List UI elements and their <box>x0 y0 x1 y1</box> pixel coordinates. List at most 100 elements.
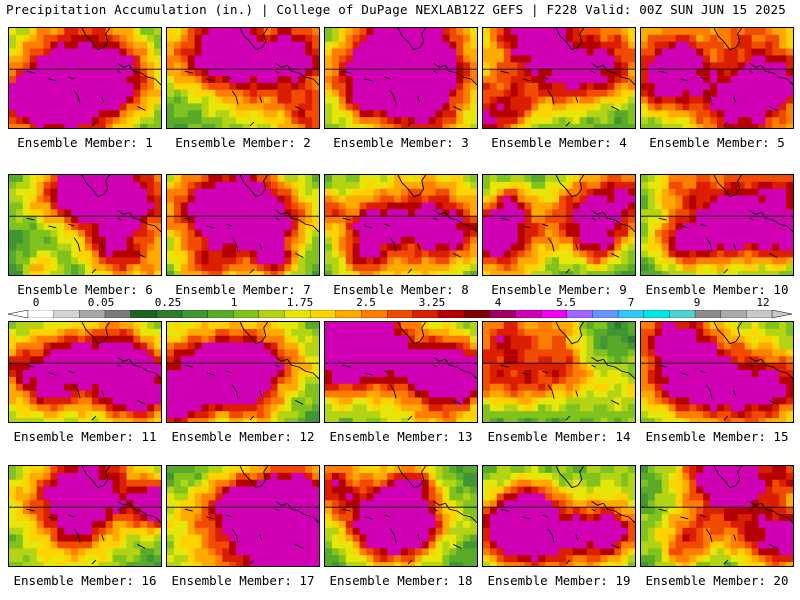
colorbar-segment <box>694 310 722 318</box>
title-left: Precipitation Accumulation (in.) | Colle… <box>6 2 462 17</box>
colorbar-segment <box>156 310 183 318</box>
colorbar-segment <box>181 310 209 318</box>
colorbar-segment <box>412 310 439 318</box>
ensemble-map-7 <box>166 174 320 276</box>
colorbar-segment <box>335 310 362 318</box>
colorbar-tick-label: 0.25 <box>154 296 182 309</box>
ensemble-map-8 <box>324 174 478 276</box>
colorbar-arrow-left <box>8 310 29 318</box>
colorbar-tick-label: 5.5 <box>556 296 576 309</box>
coastline <box>26 322 161 421</box>
colorbar-segment <box>720 310 747 318</box>
ensemble-member-label: Ensemble Member: 9 <box>491 282 627 297</box>
colorbar-segment <box>438 310 465 318</box>
colorbar-segment <box>540 310 568 318</box>
ensemble-member-label: Ensemble Member: 8 <box>333 282 469 297</box>
ensemble-member-label: Ensemble Member: 17 <box>171 573 315 588</box>
ensemble-member-label: Ensemble Member: 15 <box>645 429 789 444</box>
ensemble-map-1 <box>8 27 162 129</box>
colorbar-segment <box>79 310 106 318</box>
ensemble-member-label: Ensemble Member: 1 <box>17 135 153 150</box>
ensemble-member-label: Ensemble Member: 18 <box>329 573 473 588</box>
ensemble-map-2 <box>166 27 320 129</box>
color-scale-bar <box>8 310 792 318</box>
ensemble-member-label: Ensemble Member: 16 <box>13 573 157 588</box>
colorbar-segment <box>387 310 414 318</box>
colorbar-tick-label: 1 <box>230 296 238 309</box>
colorbar-segment <box>233 310 260 318</box>
colorbar-segment <box>27 310 55 318</box>
colorbar-arrow-right <box>771 310 792 318</box>
title-right: 12Z GEFS | F228 Valid: 00Z SUN JUN 15 20… <box>461 2 786 17</box>
coastline <box>658 175 793 274</box>
ensemble-map-17 <box>166 465 320 567</box>
colorbar-segment <box>463 310 491 318</box>
colorbar-tick-label: 9 <box>693 296 701 309</box>
ensemble-map-12 <box>166 321 320 423</box>
coastline <box>184 322 319 421</box>
colorbar-tick-label: 7 <box>627 296 635 309</box>
ensemble-map-4 <box>482 27 636 129</box>
ensemble-member-label: Ensemble Member: 14 <box>487 429 631 444</box>
ensemble-map-10 <box>640 174 794 276</box>
colorbar-segment <box>53 310 80 318</box>
ensemble-map-15 <box>640 321 794 423</box>
ensemble-map-18 <box>324 465 478 567</box>
coastline <box>342 466 477 565</box>
coastline <box>342 28 477 127</box>
ensemble-member-label: Ensemble Member: 12 <box>171 429 315 444</box>
ensemble-map-20 <box>640 465 794 567</box>
colorbar-segment <box>284 310 311 318</box>
colorbar-tick-label: 12 <box>756 296 770 309</box>
ensemble-member-label: Ensemble Member: 3 <box>333 135 469 150</box>
ensemble-map-16 <box>8 465 162 567</box>
colorbar-tick-label: 0.05 <box>87 296 115 309</box>
coastline <box>26 175 161 274</box>
colorbar-tick-label: 3.25 <box>418 296 446 309</box>
ensemble-map-6 <box>8 174 162 276</box>
colorbar-segment <box>515 310 542 318</box>
coastline <box>342 175 477 274</box>
colorbar-segment <box>104 310 132 318</box>
ensemble-member-label: Ensemble Member: 13 <box>329 429 473 444</box>
colorbar-tick-label: 4 <box>494 296 502 309</box>
ensemble-map-3 <box>324 27 478 129</box>
colorbar-segment <box>617 310 645 318</box>
ensemble-map-14 <box>482 321 636 423</box>
ensemble-member-label: Ensemble Member: 5 <box>649 135 785 150</box>
ensemble-member-label: Ensemble Member: 2 <box>175 135 311 150</box>
colorbar-segment <box>361 310 388 318</box>
colorbar-segment <box>566 310 593 318</box>
coastline <box>184 175 319 274</box>
colorbar-segment <box>130 310 157 318</box>
ensemble-member-label: Ensemble Member: 11 <box>13 429 157 444</box>
ensemble-map-19 <box>482 465 636 567</box>
coastline <box>658 466 793 565</box>
coastline <box>500 322 635 421</box>
colorbar-tick-label: 0 <box>32 296 40 309</box>
colorbar-segment <box>669 310 696 318</box>
coastline <box>500 28 635 127</box>
colorbar-segment <box>746 310 773 318</box>
ensemble-map-13 <box>324 321 478 423</box>
coastline <box>184 28 319 127</box>
colorbar-segment <box>207 310 234 318</box>
coastline <box>500 466 635 565</box>
ensemble-map-9 <box>482 174 636 276</box>
coastline <box>26 28 161 127</box>
colorbar-segment <box>258 310 286 318</box>
colorbar-segment <box>310 310 337 318</box>
ensemble-member-label: Ensemble Member: 4 <box>491 135 627 150</box>
colorbar-tick-label: 1.75 <box>286 296 314 309</box>
coastline <box>184 466 319 565</box>
coastline <box>342 322 477 421</box>
ensemble-member-label: Ensemble Member: 7 <box>175 282 311 297</box>
ensemble-map-11 <box>8 321 162 423</box>
ensemble-member-label: Ensemble Member: 6 <box>17 282 153 297</box>
ensemble-member-label: Ensemble Member: 19 <box>487 573 631 588</box>
ensemble-map-5 <box>640 27 794 129</box>
coastline <box>500 175 635 274</box>
colorbar-segment <box>643 310 670 318</box>
colorbar-tick-label: 2.5 <box>356 296 376 309</box>
coastline <box>658 28 793 127</box>
